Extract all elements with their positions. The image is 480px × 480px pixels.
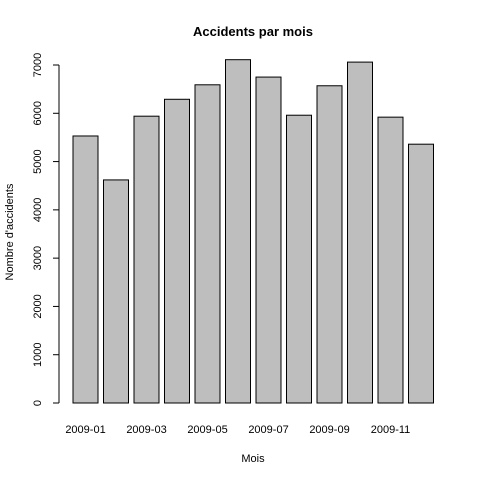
x-tick-label: 2009-07	[248, 424, 288, 436]
y-tick-label: 5000	[32, 149, 44, 173]
x-tick-label: 2009-01	[65, 424, 105, 436]
y-tick-label: 4000	[32, 198, 44, 222]
bar-2009-05	[194, 84, 221, 404]
bar-2009-09	[316, 85, 343, 404]
bar-2009-10	[347, 61, 373, 404]
bar-2009-12	[408, 143, 434, 404]
y-tick-label: 1000	[32, 342, 44, 366]
bar-2009-01	[72, 135, 99, 404]
y-axis: 0 1000 2000 3000 4000 5000 6000 7000	[32, 53, 60, 406]
bar-2009-11	[377, 116, 404, 404]
chart-title: Accidents par mois	[193, 24, 313, 39]
bar-2009-02	[103, 179, 129, 404]
x-axis-label: Mois	[241, 453, 265, 465]
y-tick-label: 6000	[32, 101, 44, 125]
x-axis: 2009-01 2009-03 2009-05 2009-07 2009-09 2009-…	[65, 424, 410, 436]
bar-2009-07	[255, 76, 282, 404]
x-tick-label: 2009-11	[371, 424, 411, 436]
bar-2009-06	[225, 59, 251, 404]
x-tick-label: 2009-05	[187, 424, 227, 436]
bar-2009-08	[286, 114, 312, 404]
y-axis-label: Nombre d'accidents	[4, 183, 16, 280]
x-tick-label: 2009-03	[126, 424, 166, 436]
y-tick-label: 3000	[32, 246, 44, 270]
bar-2009-04	[164, 98, 190, 404]
y-tick-label: 2000	[32, 294, 44, 318]
bars-group	[72, 59, 434, 404]
y-tick-label: 7000	[32, 53, 44, 77]
bar-2009-03	[133, 115, 160, 404]
x-tick-label: 2009-09	[309, 424, 349, 436]
y-tick-label: 0	[32, 400, 44, 406]
